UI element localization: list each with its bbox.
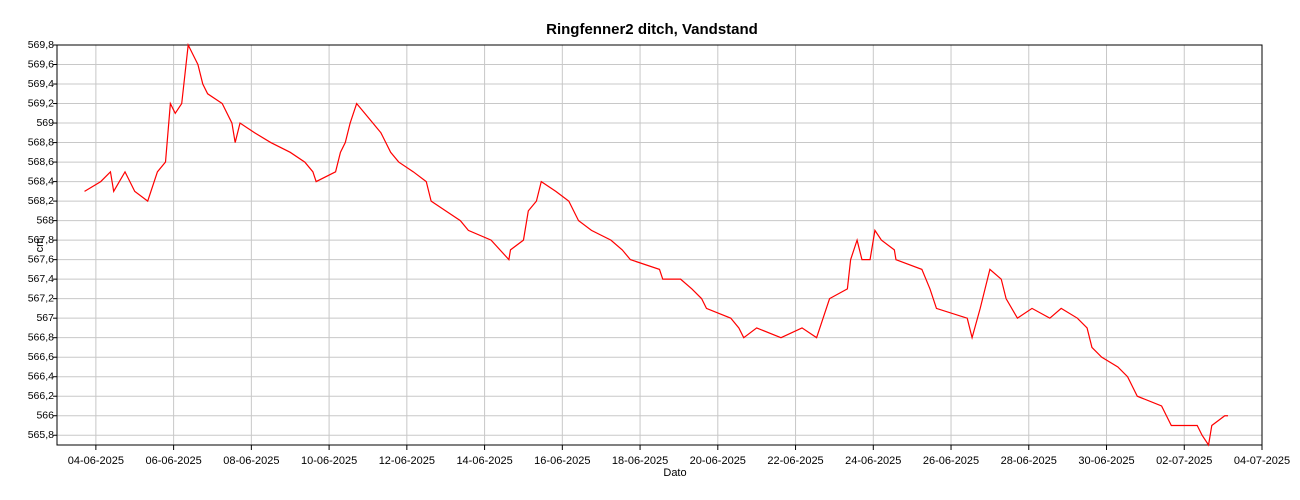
y-tick-label: 566,6 [28,351,54,363]
y-tick-label: 565,8 [28,429,54,441]
y-tick-label: 569,6 [28,58,54,70]
y-tick-label: 568 [36,214,54,226]
x-tick-label: 10-06-2025 [301,455,357,467]
chart-title: Ringfenner2 ditch, Vandstand [546,21,758,38]
x-tick-label: 30-06-2025 [1078,455,1134,467]
x-tick-label: 14-06-2025 [456,455,512,467]
y-tick-label: 566,4 [28,370,54,382]
y-tick-label: 569,4 [28,78,54,90]
x-axis-title: Dato [663,467,686,479]
y-tick-label: 569 [36,117,54,129]
y-axis-title: cm [34,238,46,253]
x-tick-label: 06-06-2025 [145,455,201,467]
x-tick-label: 04-06-2025 [68,455,124,467]
plot-frame [56,44,1263,446]
y-tick-label: 568,6 [28,156,54,168]
x-tick-label: 28-06-2025 [1001,455,1057,467]
y-tick-label: 569,2 [28,97,54,109]
x-tick-label: 26-06-2025 [923,455,979,467]
x-tick-label: 20-06-2025 [690,455,746,467]
x-tick-label: 16-06-2025 [534,455,590,467]
plot-area: 565,8 566 566,2 566,4 566,6 566,8 567 567,2 567,… [28,39,1290,467]
y-tick-label: 568,8 [28,136,54,148]
x-tick-label: 12-06-2025 [379,455,435,467]
x-tick-label: 22-06-2025 [767,455,823,467]
y-tick-label: 566,2 [28,390,54,402]
x-tick-label: 18-06-2025 [612,455,668,467]
y-tick-label: 567,6 [28,253,54,265]
y-tick-label: 568,2 [28,195,54,207]
y-tick-label: 569,8 [28,39,54,51]
x-tick-label: 04-07-2025 [1234,455,1290,467]
x-tick-label: 24-06-2025 [845,455,901,467]
y-tick-label: 567,8 [28,234,54,246]
y-tick-label: 567,4 [28,273,54,285]
y-tick-label: 568,4 [28,175,54,187]
y-tick-label: 566 [36,410,54,422]
x-tick-label: 08-06-2025 [223,455,279,467]
data-line [84,42,1228,447]
y-tick-label: 567 [36,312,54,324]
x-tick-label: 02-07-2025 [1156,455,1212,467]
y-tick-label: 567,2 [28,292,54,304]
y-tick-label: 566,8 [28,331,54,343]
